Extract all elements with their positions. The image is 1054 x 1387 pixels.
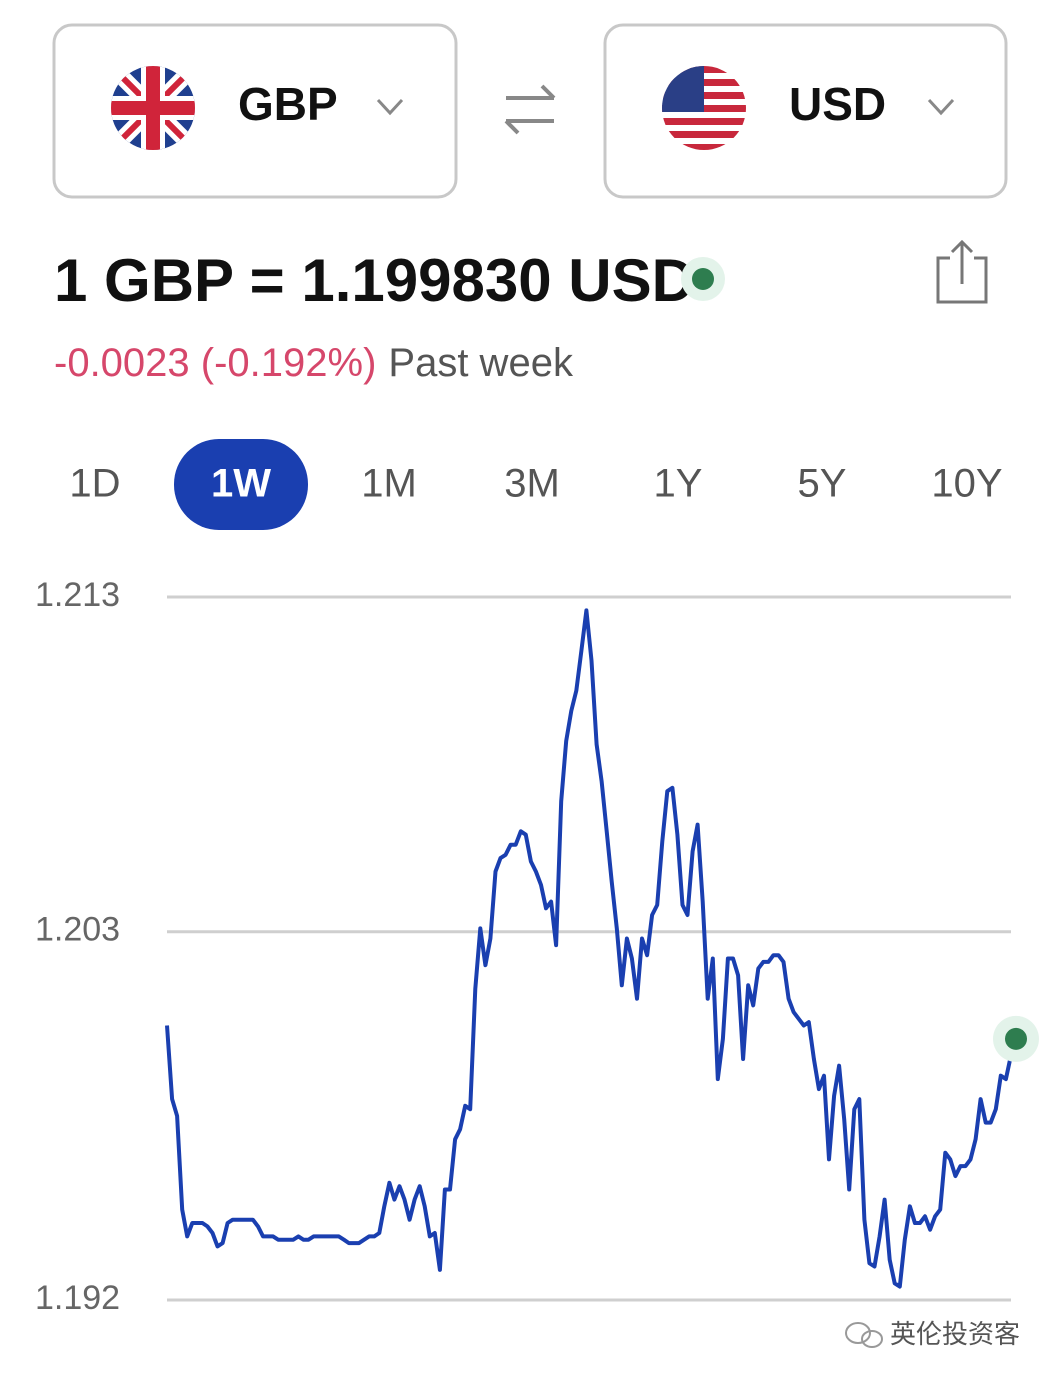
range-tab[interactable]: 3M: [504, 462, 560, 506]
range-tab[interactable]: 1D: [69, 462, 120, 506]
range-tab[interactable]: 10Y: [931, 462, 1002, 506]
range-tab[interactable]: 1W: [174, 439, 308, 530]
watermark: 英伦投资客: [845, 1319, 1020, 1349]
y-tick-label: 1.213: [35, 576, 120, 614]
price-line: [165, 608, 1018, 1289]
y-tick-label: 1.192: [35, 1279, 120, 1317]
period-label: Past week: [388, 341, 574, 385]
dropdown-chevron: [376, 98, 404, 116]
rate-change: -0.0023 (-0.192%): [54, 341, 376, 385]
tab-label: 1M: [361, 462, 417, 506]
from-currency-selector[interactable]: GBP: [52, 23, 458, 199]
tab-label: 5Y: [798, 462, 847, 506]
tab-label: 10Y: [931, 462, 1002, 506]
currency-code: USD: [789, 78, 886, 130]
us-flag: [662, 66, 746, 150]
to-currency-selector[interactable]: USD: [603, 23, 1008, 199]
live-indicator: [692, 268, 714, 290]
uk-flag: [111, 66, 195, 150]
range-tab[interactable]: 1M: [361, 462, 417, 506]
tab-label: 1Y: [654, 462, 703, 506]
range-tab[interactable]: 1Y: [654, 462, 703, 506]
share-button[interactable]: [936, 239, 988, 304]
range-tabs: 1D 1W 1M 3M 1Y 5Y 10Y: [69, 439, 1003, 530]
exchange-rate: 1 GBP = 1.199830 USD: [54, 247, 695, 314]
latest-point: [1005, 1027, 1027, 1050]
tab-label: 1W: [211, 462, 271, 506]
y-tick-label: 1.203: [35, 911, 120, 949]
tab-label: 3M: [504, 462, 560, 506]
watermark-text: 英伦投资客: [890, 1319, 1020, 1349]
chart: 1.213 1.203 1.192: [35, 576, 1039, 1317]
swap-button[interactable]: [504, 84, 556, 135]
range-tab[interactable]: 5Y: [798, 462, 847, 506]
tab-label: 1D: [69, 462, 120, 506]
currency-code: GBP: [238, 78, 338, 130]
dropdown-chevron: [927, 98, 955, 116]
active-tab-pill: [174, 439, 308, 530]
change-line: -0.0023 (-0.192%) Past week: [54, 341, 574, 385]
